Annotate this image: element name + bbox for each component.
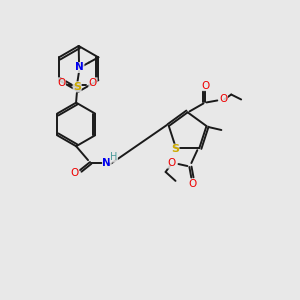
- Text: O: O: [219, 94, 227, 104]
- Text: O: O: [89, 78, 97, 88]
- Text: O: O: [188, 179, 196, 189]
- Text: N: N: [75, 62, 84, 73]
- Text: H: H: [110, 152, 118, 162]
- Text: O: O: [201, 81, 210, 91]
- Text: O: O: [167, 158, 176, 168]
- Text: S: S: [73, 82, 81, 92]
- Text: O: O: [70, 168, 78, 178]
- Text: S: S: [171, 144, 179, 154]
- Text: N: N: [103, 158, 111, 168]
- Text: O: O: [57, 78, 65, 88]
